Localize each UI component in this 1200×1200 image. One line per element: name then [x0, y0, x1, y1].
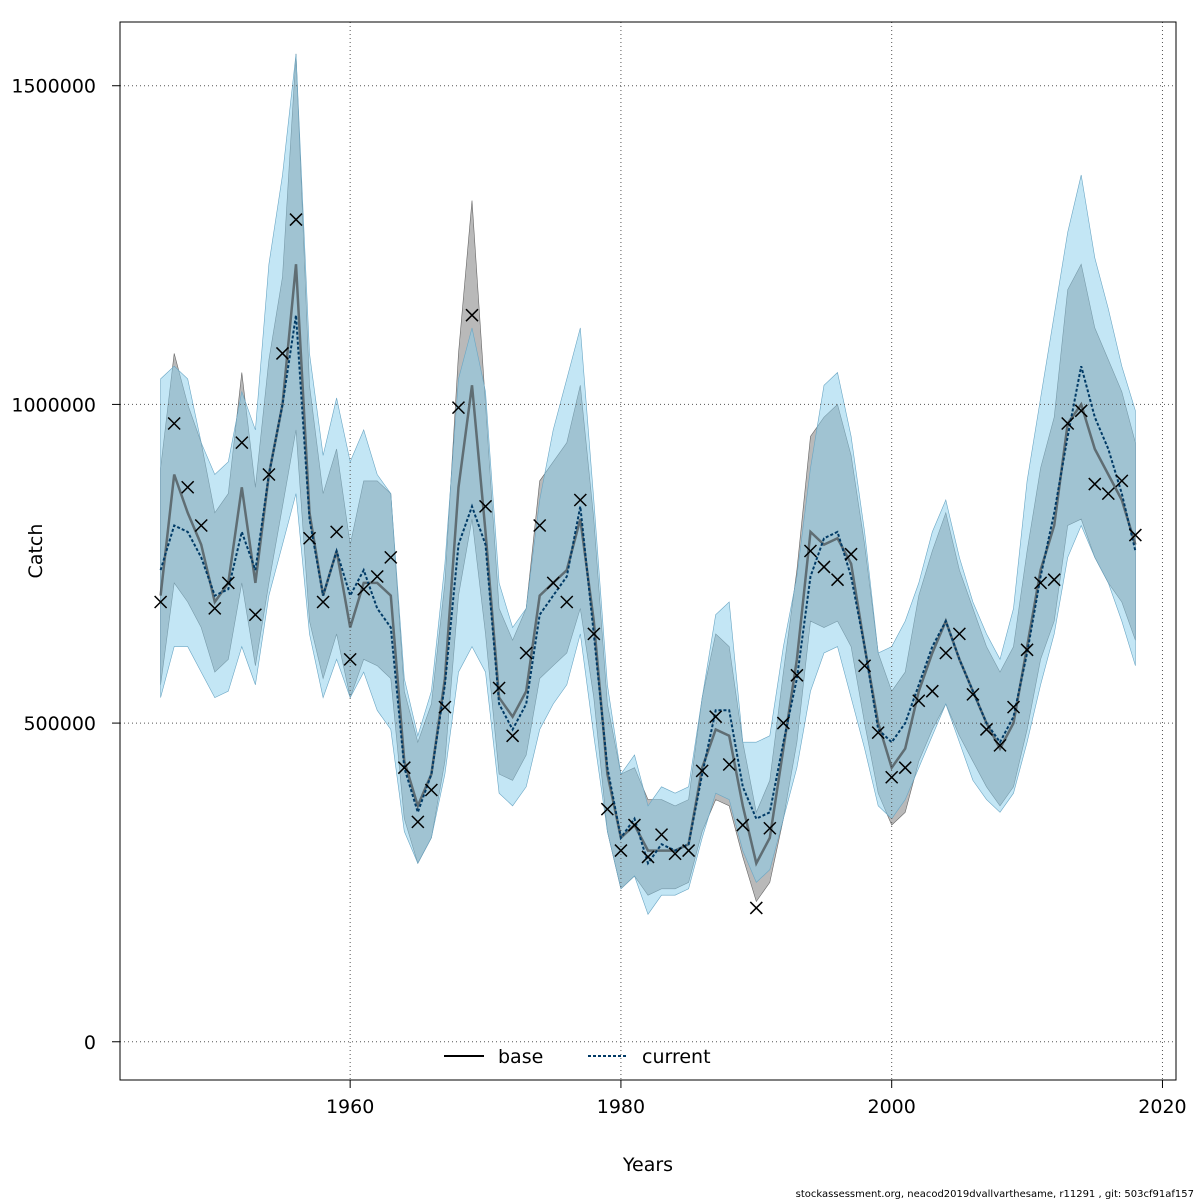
observed-point-1955 — [275, 346, 289, 360]
observed-point-1962 — [370, 569, 384, 584]
observed-point-1974 — [533, 518, 547, 533]
observed-point-1990 — [749, 901, 763, 915]
x-tick-label-2000: 2000 — [868, 1096, 916, 1118]
observed-point-1958 — [316, 595, 330, 609]
x-tick-label-1980: 1980 — [597, 1096, 645, 1118]
y-axis-title: Catch — [25, 524, 47, 579]
confidence-bands — [160, 53, 1136, 915]
observed-point-2012 — [1047, 573, 1061, 587]
observed-point-1948 — [181, 480, 195, 494]
observed-point-1981 — [627, 818, 641, 832]
observed-point-2003 — [925, 684, 939, 698]
observed-point-1963 — [384, 550, 398, 564]
observed-point-2015 — [1088, 477, 1102, 491]
y-tick-label-1500000: 1500000 — [11, 76, 96, 98]
observed-point-1947 — [167, 416, 181, 431]
legend: base current — [444, 1046, 711, 1068]
observed-point-1972 — [506, 729, 520, 743]
observed-point-1986 — [695, 764, 709, 778]
observed-point-1979 — [600, 802, 614, 816]
observed-point-1997 — [844, 547, 858, 561]
observed-point-1956 — [289, 213, 303, 227]
plot-frame — [119, 21, 1177, 1081]
observed-point-1952 — [235, 436, 249, 450]
observed-point-2000 — [885, 770, 899, 784]
observed-point-1996 — [831, 573, 845, 587]
observed-point-2013 — [1061, 416, 1075, 431]
observed-point-1950 — [208, 601, 222, 615]
observed-point-1975 — [546, 576, 560, 590]
x-tick-label-1960: 1960 — [326, 1096, 374, 1118]
x-axis-title: Years — [622, 1154, 673, 1176]
observed-point-2007 — [979, 722, 993, 736]
observed-point-2010 — [1020, 643, 1034, 657]
observed-point-1951 — [221, 576, 235, 590]
observed-point-1968 — [451, 401, 465, 415]
observed-point-1993 — [790, 668, 804, 682]
observed-point-1946 — [154, 595, 168, 609]
legend-base-label: base — [498, 1046, 543, 1068]
observed-point-1949 — [194, 518, 208, 533]
observed-point-1970 — [479, 499, 493, 513]
observed-point-1992 — [776, 716, 790, 730]
observed-point-1995 — [817, 560, 831, 574]
observed-point-1982 — [641, 850, 655, 864]
observed-point-1998 — [858, 659, 872, 673]
current-confidence-band — [160, 53, 1136, 915]
y-tick-label-1000000: 1000000 — [11, 394, 96, 416]
observed-point-1987 — [709, 710, 723, 724]
observed-point-2002 — [912, 694, 926, 708]
footer-credit: stockassessment.org, neacod2019dvallvart… — [796, 1189, 1194, 1200]
observed-point-1971 — [492, 681, 506, 695]
observed-point-1961 — [357, 582, 371, 596]
observed-point-1960 — [343, 652, 357, 666]
y-axis: 0 500000 1000000 1500000 — [11, 76, 120, 1054]
observed-point-1953 — [248, 608, 262, 622]
observed-point-1969 — [465, 308, 479, 322]
observed-point-1983 — [655, 828, 669, 842]
observed-point-1980 — [614, 844, 628, 858]
legend-current-label: current — [642, 1046, 711, 1068]
observed-point-1994 — [803, 544, 817, 558]
observed-point-2018 — [1128, 528, 1142, 542]
observed-point-2004 — [939, 646, 953, 660]
observed-point-1999 — [871, 726, 885, 740]
observed-point-2005 — [952, 627, 966, 641]
observed-point-1977 — [573, 493, 587, 507]
observed-markers — [154, 213, 1142, 915]
observed-point-1973 — [519, 646, 533, 660]
observed-point-2006 — [966, 687, 980, 701]
observed-point-2016 — [1101, 487, 1115, 501]
series-lines — [159, 264, 1137, 867]
observed-point-1985 — [682, 844, 696, 858]
x-axis: 1960 1980 2000 2020 — [326, 1080, 1187, 1118]
observed-point-2014 — [1074, 404, 1088, 418]
observed-point-2008 — [993, 738, 1007, 752]
observed-point-2001 — [898, 761, 912, 775]
observed-point-2009 — [1007, 700, 1021, 714]
observed-point-1966 — [424, 783, 438, 797]
observed-point-1988 — [722, 757, 736, 772]
observed-point-1967 — [438, 700, 452, 714]
observed-point-2017 — [1115, 474, 1129, 488]
grid-lines — [120, 22, 1176, 1080]
current-series-line — [159, 315, 1137, 866]
observed-point-1991 — [763, 821, 777, 835]
observed-point-1965 — [411, 815, 425, 829]
observed-point-1984 — [668, 847, 682, 861]
observed-point-1959 — [330, 525, 344, 539]
observed-point-2011 — [1034, 576, 1048, 590]
observed-point-1978 — [587, 627, 601, 641]
observed-point-1964 — [397, 761, 411, 775]
observed-point-1989 — [736, 818, 750, 832]
x-tick-label-2020: 2020 — [1138, 1096, 1186, 1118]
observed-point-1976 — [560, 595, 574, 609]
observed-point-1954 — [262, 467, 276, 482]
y-tick-label-0: 0 — [84, 1032, 96, 1054]
observed-point-1957 — [303, 531, 317, 545]
y-tick-label-500000: 500000 — [23, 713, 96, 735]
